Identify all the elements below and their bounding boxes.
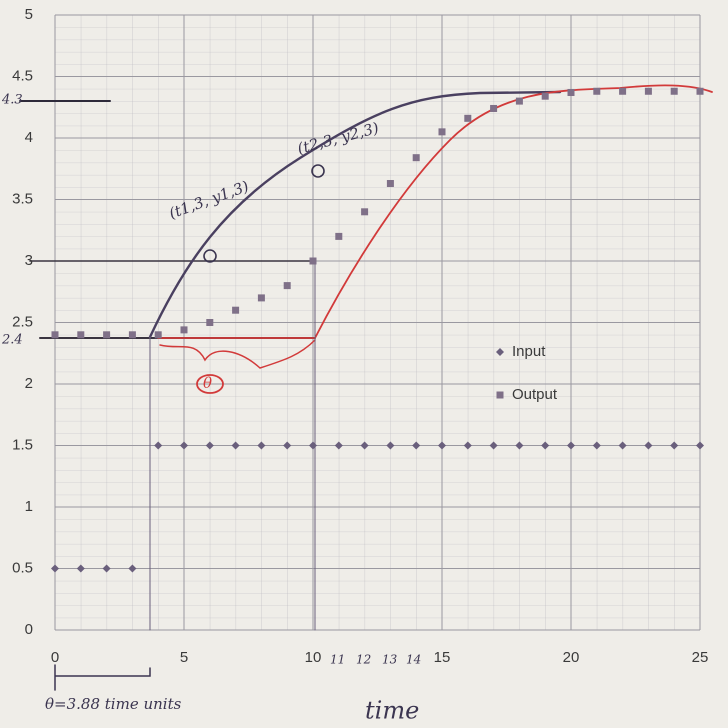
input-point <box>592 441 601 450</box>
hand-circle <box>196 374 224 394</box>
y-tick-label: 4.5 <box>12 67 33 84</box>
hand-curve <box>148 90 562 339</box>
hand-bracket <box>54 664 151 691</box>
output-point <box>644 87 652 95</box>
hand-curve <box>159 339 316 369</box>
input-point <box>489 441 498 450</box>
y-tick-label: 3.5 <box>12 190 33 207</box>
input-point <box>180 441 188 450</box>
legend-label: Output <box>512 386 558 403</box>
output-point <box>619 87 627 95</box>
y-tick-label: 2 <box>25 375 33 392</box>
output-point <box>154 331 162 339</box>
y-tick-label: 2.5 <box>12 313 33 330</box>
x-tick-label: 20 <box>563 649 580 666</box>
input-point <box>438 441 446 450</box>
legend-label: Input <box>512 343 546 360</box>
output-point <box>386 180 394 188</box>
output-point <box>257 294 265 302</box>
output-point <box>412 154 420 162</box>
legend-marker <box>496 391 504 399</box>
legend-marker <box>496 348 504 356</box>
input-point <box>463 441 472 450</box>
annotation: 2.4 <box>1 333 23 348</box>
hand-circle <box>311 164 325 178</box>
legend: Input Output <box>496 343 558 403</box>
output-point <box>77 331 85 339</box>
x-tick-label: 15 <box>434 649 451 666</box>
output-point <box>283 282 291 290</box>
output-point <box>206 319 214 326</box>
annotation: 11 <box>330 653 345 667</box>
input-point <box>309 441 317 450</box>
input-point <box>51 564 59 573</box>
input-point <box>567 441 575 450</box>
output-point <box>232 306 240 314</box>
input-point <box>257 441 266 450</box>
output-point <box>567 88 575 96</box>
input-point <box>205 441 214 450</box>
input-point <box>283 441 292 450</box>
y-tick-label: 4 <box>25 129 33 146</box>
input-point <box>154 441 163 450</box>
input-point <box>102 564 111 573</box>
output-point <box>696 87 704 95</box>
output-point <box>51 331 59 339</box>
annotation: θ=3.88 time units <box>45 695 182 713</box>
output-point <box>335 232 343 240</box>
output-point <box>541 92 549 100</box>
y-tick-label: 1.5 <box>12 436 33 453</box>
input-point <box>386 441 395 450</box>
input-point <box>515 441 524 450</box>
output-point <box>490 104 498 112</box>
output-point <box>103 331 111 339</box>
output-point <box>361 208 369 216</box>
output-point <box>464 114 472 122</box>
input-point <box>334 441 343 450</box>
input-point <box>76 564 85 573</box>
y-tick-label: 3 <box>25 252 33 269</box>
input-point <box>128 564 137 573</box>
x-tick-label: 5 <box>180 649 188 666</box>
input-point <box>644 441 653 450</box>
y-tick-label: 0 <box>25 621 33 638</box>
output-point <box>515 97 523 105</box>
grid <box>54 14 701 631</box>
hand-circle <box>203 249 217 263</box>
input-point <box>231 441 240 450</box>
annotation: time <box>365 697 419 725</box>
annotation: θ <box>203 374 212 392</box>
input-point <box>360 441 369 450</box>
input-point <box>696 441 704 450</box>
annotation: 14 <box>406 653 421 667</box>
output-point <box>180 326 188 334</box>
y-tick-label: 1 <box>25 498 33 515</box>
input-point <box>670 441 679 450</box>
x-tick-label: 25 <box>692 649 709 666</box>
x-tick-label: 0 <box>51 649 59 666</box>
output-point <box>593 87 601 95</box>
annotation: 12 <box>356 653 371 667</box>
input-point <box>541 441 550 450</box>
output-point <box>309 257 317 265</box>
input-point <box>412 441 421 450</box>
y-tick-label: 5 <box>25 6 33 23</box>
annotation: 13 <box>382 653 398 667</box>
x-tick-label: 10 <box>305 649 322 666</box>
input-point <box>618 441 627 450</box>
y-tick-label: 0.5 <box>12 559 33 576</box>
output-point <box>438 128 446 136</box>
output-point <box>670 87 678 95</box>
output-point <box>128 331 136 339</box>
annotation: 4.3 <box>1 93 23 108</box>
